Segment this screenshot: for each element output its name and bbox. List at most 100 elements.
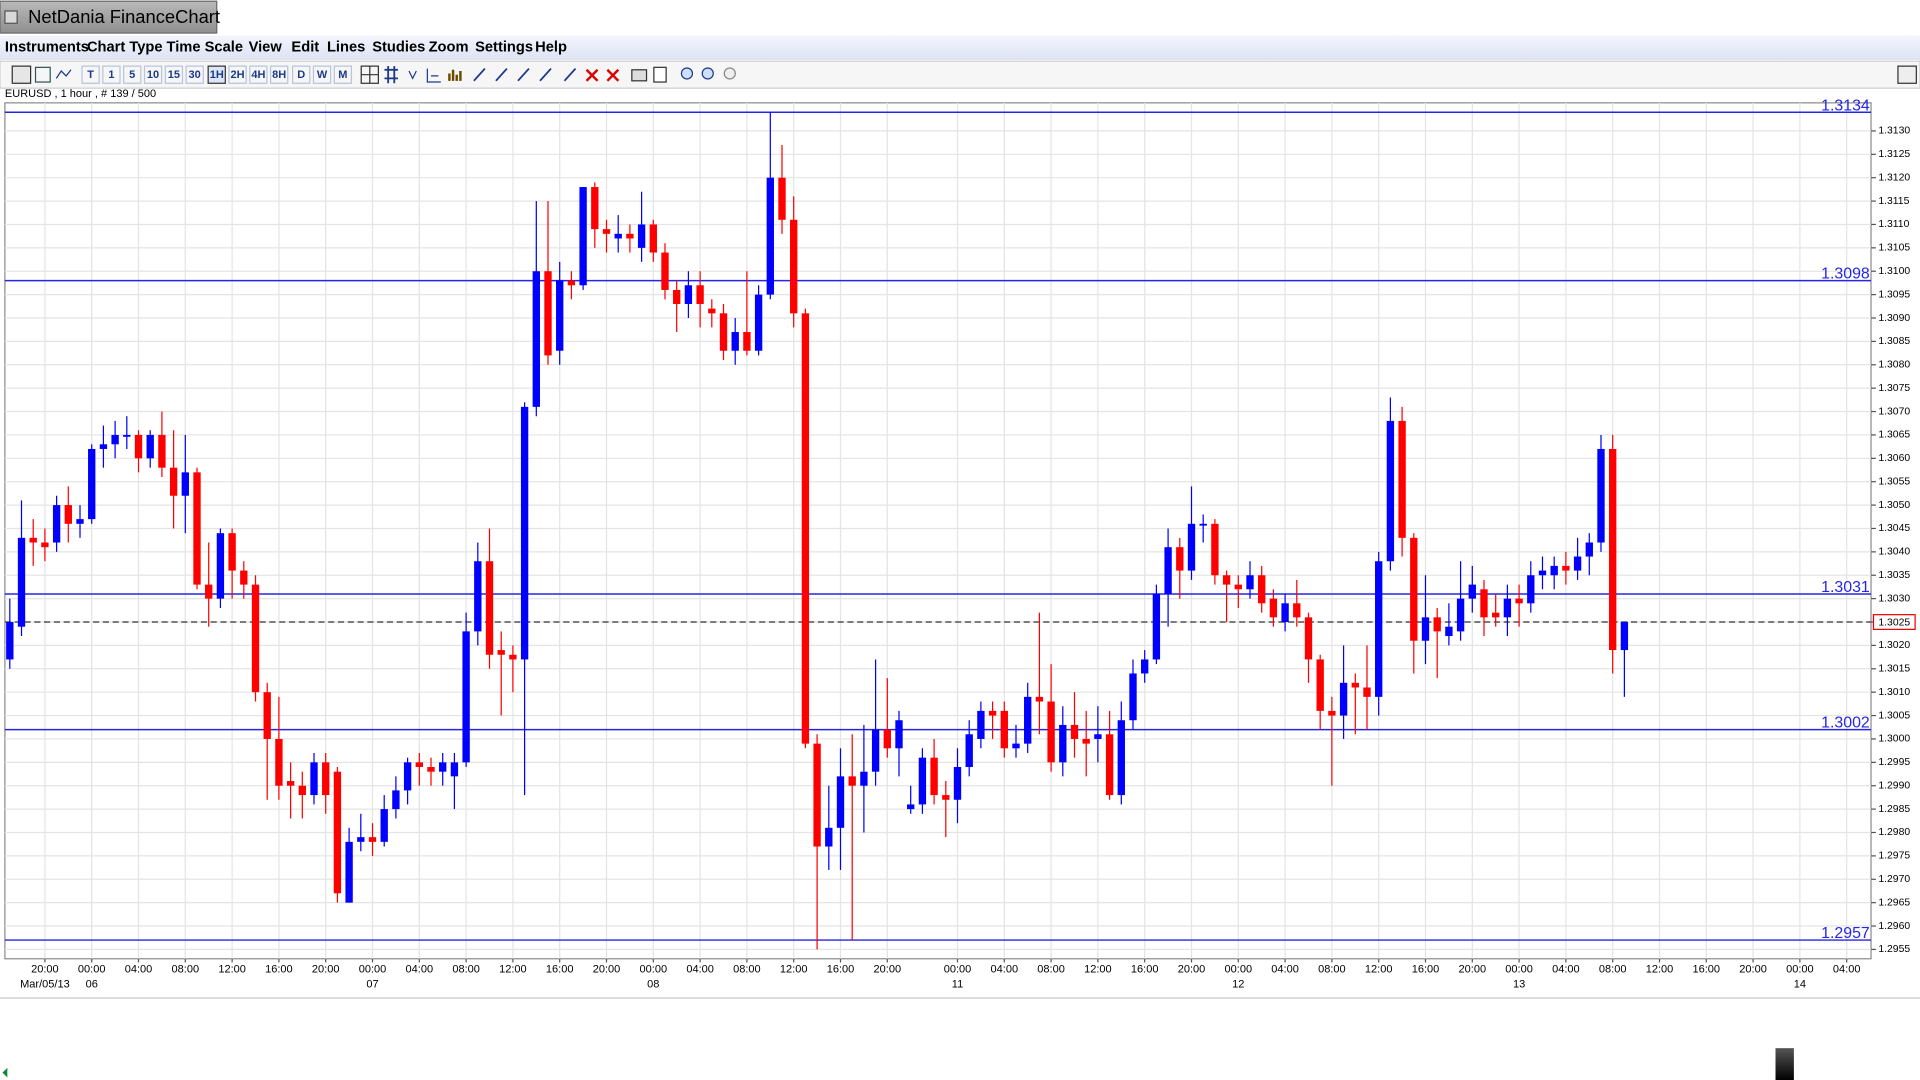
timescale-label[interactable]: 1H: [210, 69, 224, 81]
icon-button[interactable]: [563, 67, 577, 82]
menu-item[interactable]: Edit: [291, 40, 319, 56]
candle-body: [439, 762, 447, 772]
candle-body: [953, 767, 962, 800]
icon-button[interactable]: [653, 66, 667, 83]
candle-body: [684, 285, 693, 304]
timescale-button[interactable]: [292, 65, 311, 84]
timescale-label[interactable]: M: [338, 69, 347, 81]
candle-body: [1550, 565, 1558, 576]
timescale-label[interactable]: D: [297, 69, 305, 81]
y-tick-label: 1.3035: [1878, 570, 1910, 581]
candle-body: [1246, 575, 1254, 590]
icon-button[interactable]: [473, 67, 552, 82]
x-tick-label: 12:00: [780, 964, 808, 976]
x-tick-label: 12:00: [499, 964, 527, 976]
timescale-button[interactable]: [102, 65, 121, 84]
menu-item[interactable]: Time Scale: [167, 40, 243, 56]
candle-body: [1573, 556, 1582, 571]
icon-button[interactable]: [448, 69, 462, 81]
candle-body: [801, 313, 810, 744]
timescale-button[interactable]: [249, 65, 268, 84]
x-tick-label: 00:00: [359, 964, 387, 976]
y-tick-label: 1.2985: [1878, 804, 1910, 815]
candle-body: [1105, 734, 1114, 796]
timescale-label[interactable]: 4H: [251, 69, 265, 81]
icon-button[interactable]: [426, 68, 441, 83]
candle-body: [169, 467, 178, 496]
timescale-button[interactable]: [185, 65, 204, 84]
timescale-label[interactable]: 30: [189, 69, 201, 81]
icon-button[interactable]: [34, 66, 51, 83]
candle-body: [930, 757, 938, 796]
icon-button[interactable]: [55, 69, 72, 79]
candle-body: [1094, 734, 1102, 739]
candle-body: [1328, 710, 1336, 716]
timescale-button[interactable]: [164, 65, 184, 84]
icon-button[interactable]: [723, 67, 736, 80]
timescale-label[interactable]: 5: [129, 69, 135, 81]
timescale-button[interactable]: [81, 65, 100, 84]
timescale-label[interactable]: 1: [108, 69, 114, 81]
candle-body: [1082, 738, 1090, 744]
timescale-button[interactable]: [207, 65, 226, 84]
timescale-label[interactable]: 15: [168, 69, 180, 81]
candle-body: [485, 561, 494, 655]
candle-body: [415, 762, 423, 768]
icon-button[interactable]: [585, 68, 599, 82]
candle-body: [1597, 448, 1605, 543]
candle-body: [1047, 701, 1055, 763]
timescale-button[interactable]: [312, 65, 332, 84]
menu-item[interactable]: Settings: [475, 40, 533, 56]
menu-item[interactable]: View: [249, 40, 283, 56]
x-tick-label: 08:00: [733, 964, 761, 976]
timescale-label[interactable]: T: [87, 69, 94, 81]
date-label: 08: [647, 978, 659, 990]
icon-button[interactable]: [384, 66, 398, 84]
icon-button[interactable]: [11, 65, 32, 84]
candle-body: [673, 289, 681, 304]
menu-item[interactable]: Chart Type: [87, 40, 163, 56]
y-tick-label: 1.3015: [1878, 664, 1910, 675]
timescale-button[interactable]: [270, 65, 289, 84]
timescale-button[interactable]: [228, 65, 247, 84]
menu-item[interactable]: Help: [535, 40, 567, 56]
y-tick-label: 1.3100: [1878, 266, 1910, 277]
menu-item[interactable]: Zoom: [429, 40, 469, 56]
candle-body: [1269, 598, 1278, 618]
timescale-label[interactable]: 10: [147, 69, 159, 81]
candle-body: [509, 654, 517, 660]
candle-body: [1176, 547, 1184, 571]
candle-body: [766, 177, 774, 295]
candle-body: [1316, 659, 1324, 711]
x-tick-label: 20:00: [312, 964, 340, 976]
last-price-label: 1.3025: [1878, 617, 1910, 628]
icon-button[interactable]: [631, 69, 648, 82]
menu-item[interactable]: Studies: [372, 40, 425, 56]
icon-button[interactable]: [361, 66, 379, 84]
candle-body: [216, 533, 225, 599]
y-tick-label: 1.3050: [1878, 500, 1910, 511]
timescale-button[interactable]: [123, 65, 142, 84]
icon-button[interactable]: [1897, 65, 1917, 84]
y-tick-label: 1.3080: [1878, 360, 1910, 371]
menu-item[interactable]: Instruments: [5, 40, 89, 56]
y-tick-label: 1.3075: [1878, 383, 1910, 394]
candle-body: [1515, 598, 1523, 604]
timescale-label[interactable]: 2H: [231, 69, 245, 81]
icon-button[interactable]: [606, 68, 620, 82]
timescale-label[interactable]: W: [317, 69, 328, 81]
menu-item[interactable]: Lines: [327, 40, 365, 56]
timescale-label[interactable]: 8H: [272, 69, 286, 81]
candle-body: [1398, 420, 1406, 538]
icon-button[interactable]: [701, 67, 714, 80]
y-tick-label: 1.2960: [1878, 921, 1910, 932]
y-tick-label: 1.3130: [1878, 126, 1910, 137]
timescale-button[interactable]: [143, 65, 163, 84]
instrument-info: EURUSD , 1 hour , # 139 / 500: [5, 88, 156, 100]
candle-body: [1304, 617, 1313, 660]
icon-button[interactable]: [680, 67, 694, 80]
icon-button[interactable]: [408, 70, 417, 80]
x-tick-label: 00:00: [78, 964, 106, 976]
timescale-button[interactable]: [333, 65, 353, 84]
candle-body: [1187, 523, 1196, 571]
